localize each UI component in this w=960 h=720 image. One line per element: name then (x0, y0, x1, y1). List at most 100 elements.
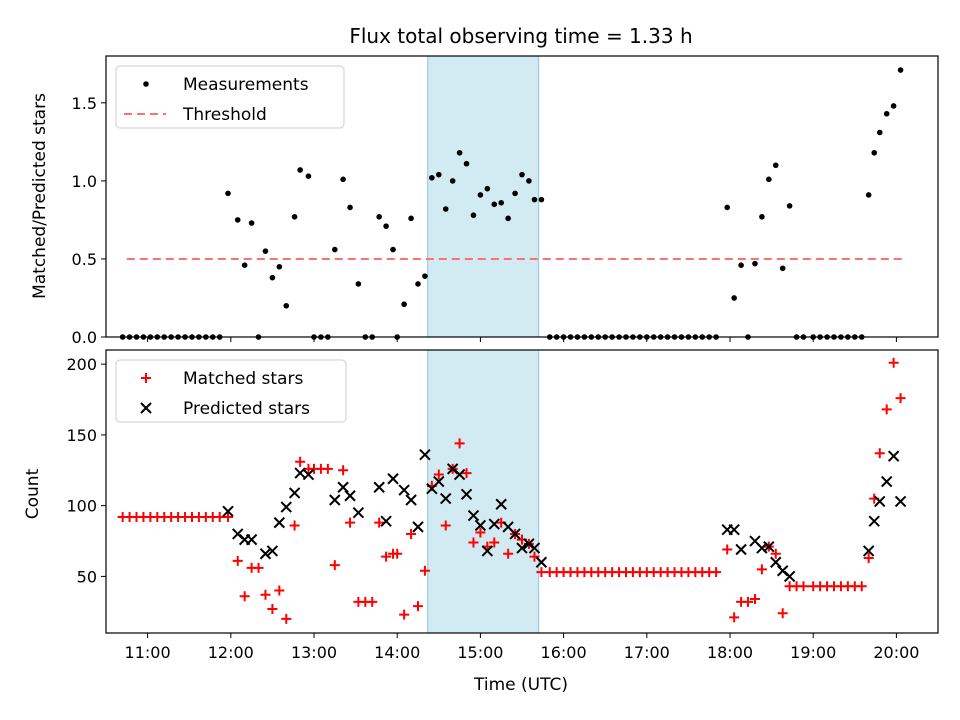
x-tick-label: 11:00 (125, 643, 171, 662)
predicted-stars-marker (770, 556, 782, 568)
bottom-panel: 11:00 12:00 13:00 14:00 15:00 16:00 17:00 18:00… (66, 349, 939, 662)
matched-stars-marker (260, 589, 271, 600)
matched-stars-marker (399, 609, 410, 620)
predicted-stars-marker (344, 490, 356, 502)
predicted-stars-marker (868, 515, 880, 527)
matched-stars-marker (345, 517, 356, 528)
measurement-point (477, 192, 484, 198)
matched-stars-marker (295, 456, 306, 467)
measurement-point (383, 223, 389, 229)
measurement-point (297, 167, 303, 173)
measurement-point (376, 213, 382, 220)
matched-stars-marker (489, 537, 500, 548)
measurement-point (422, 273, 428, 279)
matched-stars-marker (338, 465, 349, 476)
matched-stars-marker (440, 520, 451, 531)
matched-stars-marker (232, 555, 243, 566)
predicted-stars-marker (460, 488, 473, 501)
matched-stars-marker (433, 469, 444, 480)
top-legend-label: Threshold (182, 105, 267, 125)
predicted-stars-marker (481, 545, 494, 557)
matched-stars-marker (863, 553, 874, 564)
matched-stars-marker (392, 548, 403, 559)
x-tick-label: 17:00 (624, 643, 670, 662)
measurement-point (415, 281, 421, 287)
predicted-stars-marker (535, 556, 548, 568)
matched-stars-marker (743, 596, 754, 607)
measurement-point (786, 203, 793, 209)
predicted-stars-marker (419, 449, 431, 461)
matched-stars-marker (888, 357, 899, 368)
measurement-point (484, 185, 491, 192)
predicted-stars-marker (222, 505, 234, 518)
predicted-stars-marker (874, 495, 886, 508)
predicted-stars-marker (887, 450, 900, 462)
top-legend (115, 65, 345, 129)
bottom-y-axis-label: Count (23, 468, 43, 519)
legend-measurements-marker (143, 81, 149, 87)
measurement-point (871, 149, 878, 156)
matched-stars-marker (529, 551, 540, 562)
matched-stars-marker (381, 551, 392, 562)
predicted-stars-marker (509, 528, 521, 540)
matched-stars-marker (374, 517, 385, 528)
measurement-point (470, 212, 477, 219)
measurement-point (456, 149, 463, 156)
predicted-stars-marker (380, 515, 392, 527)
measurement-point (498, 199, 505, 206)
predicted-stars-marker (280, 501, 292, 513)
measurement-point (355, 281, 362, 287)
top-y-axis-label: Matched/Predicted stars (30, 93, 50, 299)
measurement-point (401, 301, 407, 308)
x-tick-label: 12:00 (208, 643, 254, 662)
matched-stars-marker (329, 560, 340, 571)
x-tick-label: 19:00 (790, 643, 836, 662)
measurement-point (449, 178, 456, 184)
matched-stars-marker (881, 404, 892, 415)
matched-stars-marker (749, 594, 760, 605)
matched-stars-marker (468, 537, 479, 548)
predicted-stars-marker (373, 481, 385, 493)
measurement-point (332, 246, 338, 253)
predicted-stars-marker (433, 475, 445, 488)
measurement-point (269, 274, 276, 281)
predicted-stars-marker (763, 540, 775, 553)
predicted-stars-marker (266, 545, 279, 557)
matched-stars-marker (874, 448, 885, 459)
matched-stars-marker (223, 511, 234, 522)
predicted-stars-marker (862, 545, 875, 557)
x-tick-label: 15:00 (457, 643, 503, 662)
predicted-stars-marker (474, 519, 487, 532)
bottom-legend-label: Predicted stars (183, 399, 310, 419)
measurement-point (283, 302, 290, 309)
measurement-point (463, 160, 470, 167)
bottom-shaded-span (427, 349, 540, 634)
measurement-point (305, 173, 312, 180)
measurement-point (865, 192, 872, 198)
measurement-point (519, 171, 525, 178)
bottom-y-tick-label: 200 (66, 355, 97, 374)
measurement-point (512, 190, 518, 197)
bottom-legend-label: Matched stars (183, 369, 303, 389)
matched-stars-marker (856, 581, 867, 592)
predicted-stars-marker (412, 521, 424, 533)
bottom-legend (115, 359, 347, 423)
legend-predicted-marker (140, 402, 152, 414)
top-y-tick-label: 0.0 (72, 328, 97, 347)
matched-stars-marker (274, 585, 285, 596)
measurement-point (531, 196, 538, 203)
top-panel: 0.0 0.5 1.0 1.5 Measurements Threshold (72, 55, 939, 347)
top-shaded-span (427, 55, 540, 338)
measurement-point (876, 129, 883, 136)
predicted-stars-marker (259, 548, 272, 560)
predicted-stars-marker (453, 468, 466, 481)
measurement-point (347, 204, 353, 211)
matched-stars-marker (419, 565, 430, 576)
predicted-stars-marker (273, 516, 286, 529)
predicted-stars-marker (352, 507, 365, 519)
x-tick-label: 16:00 (541, 643, 587, 662)
chart-title: Flux total observing time = 1.33 h (349, 24, 692, 48)
predicted-stars-marker (783, 570, 796, 583)
predicted-stars-marker (735, 543, 747, 556)
predicted-stars-marker (245, 533, 258, 546)
